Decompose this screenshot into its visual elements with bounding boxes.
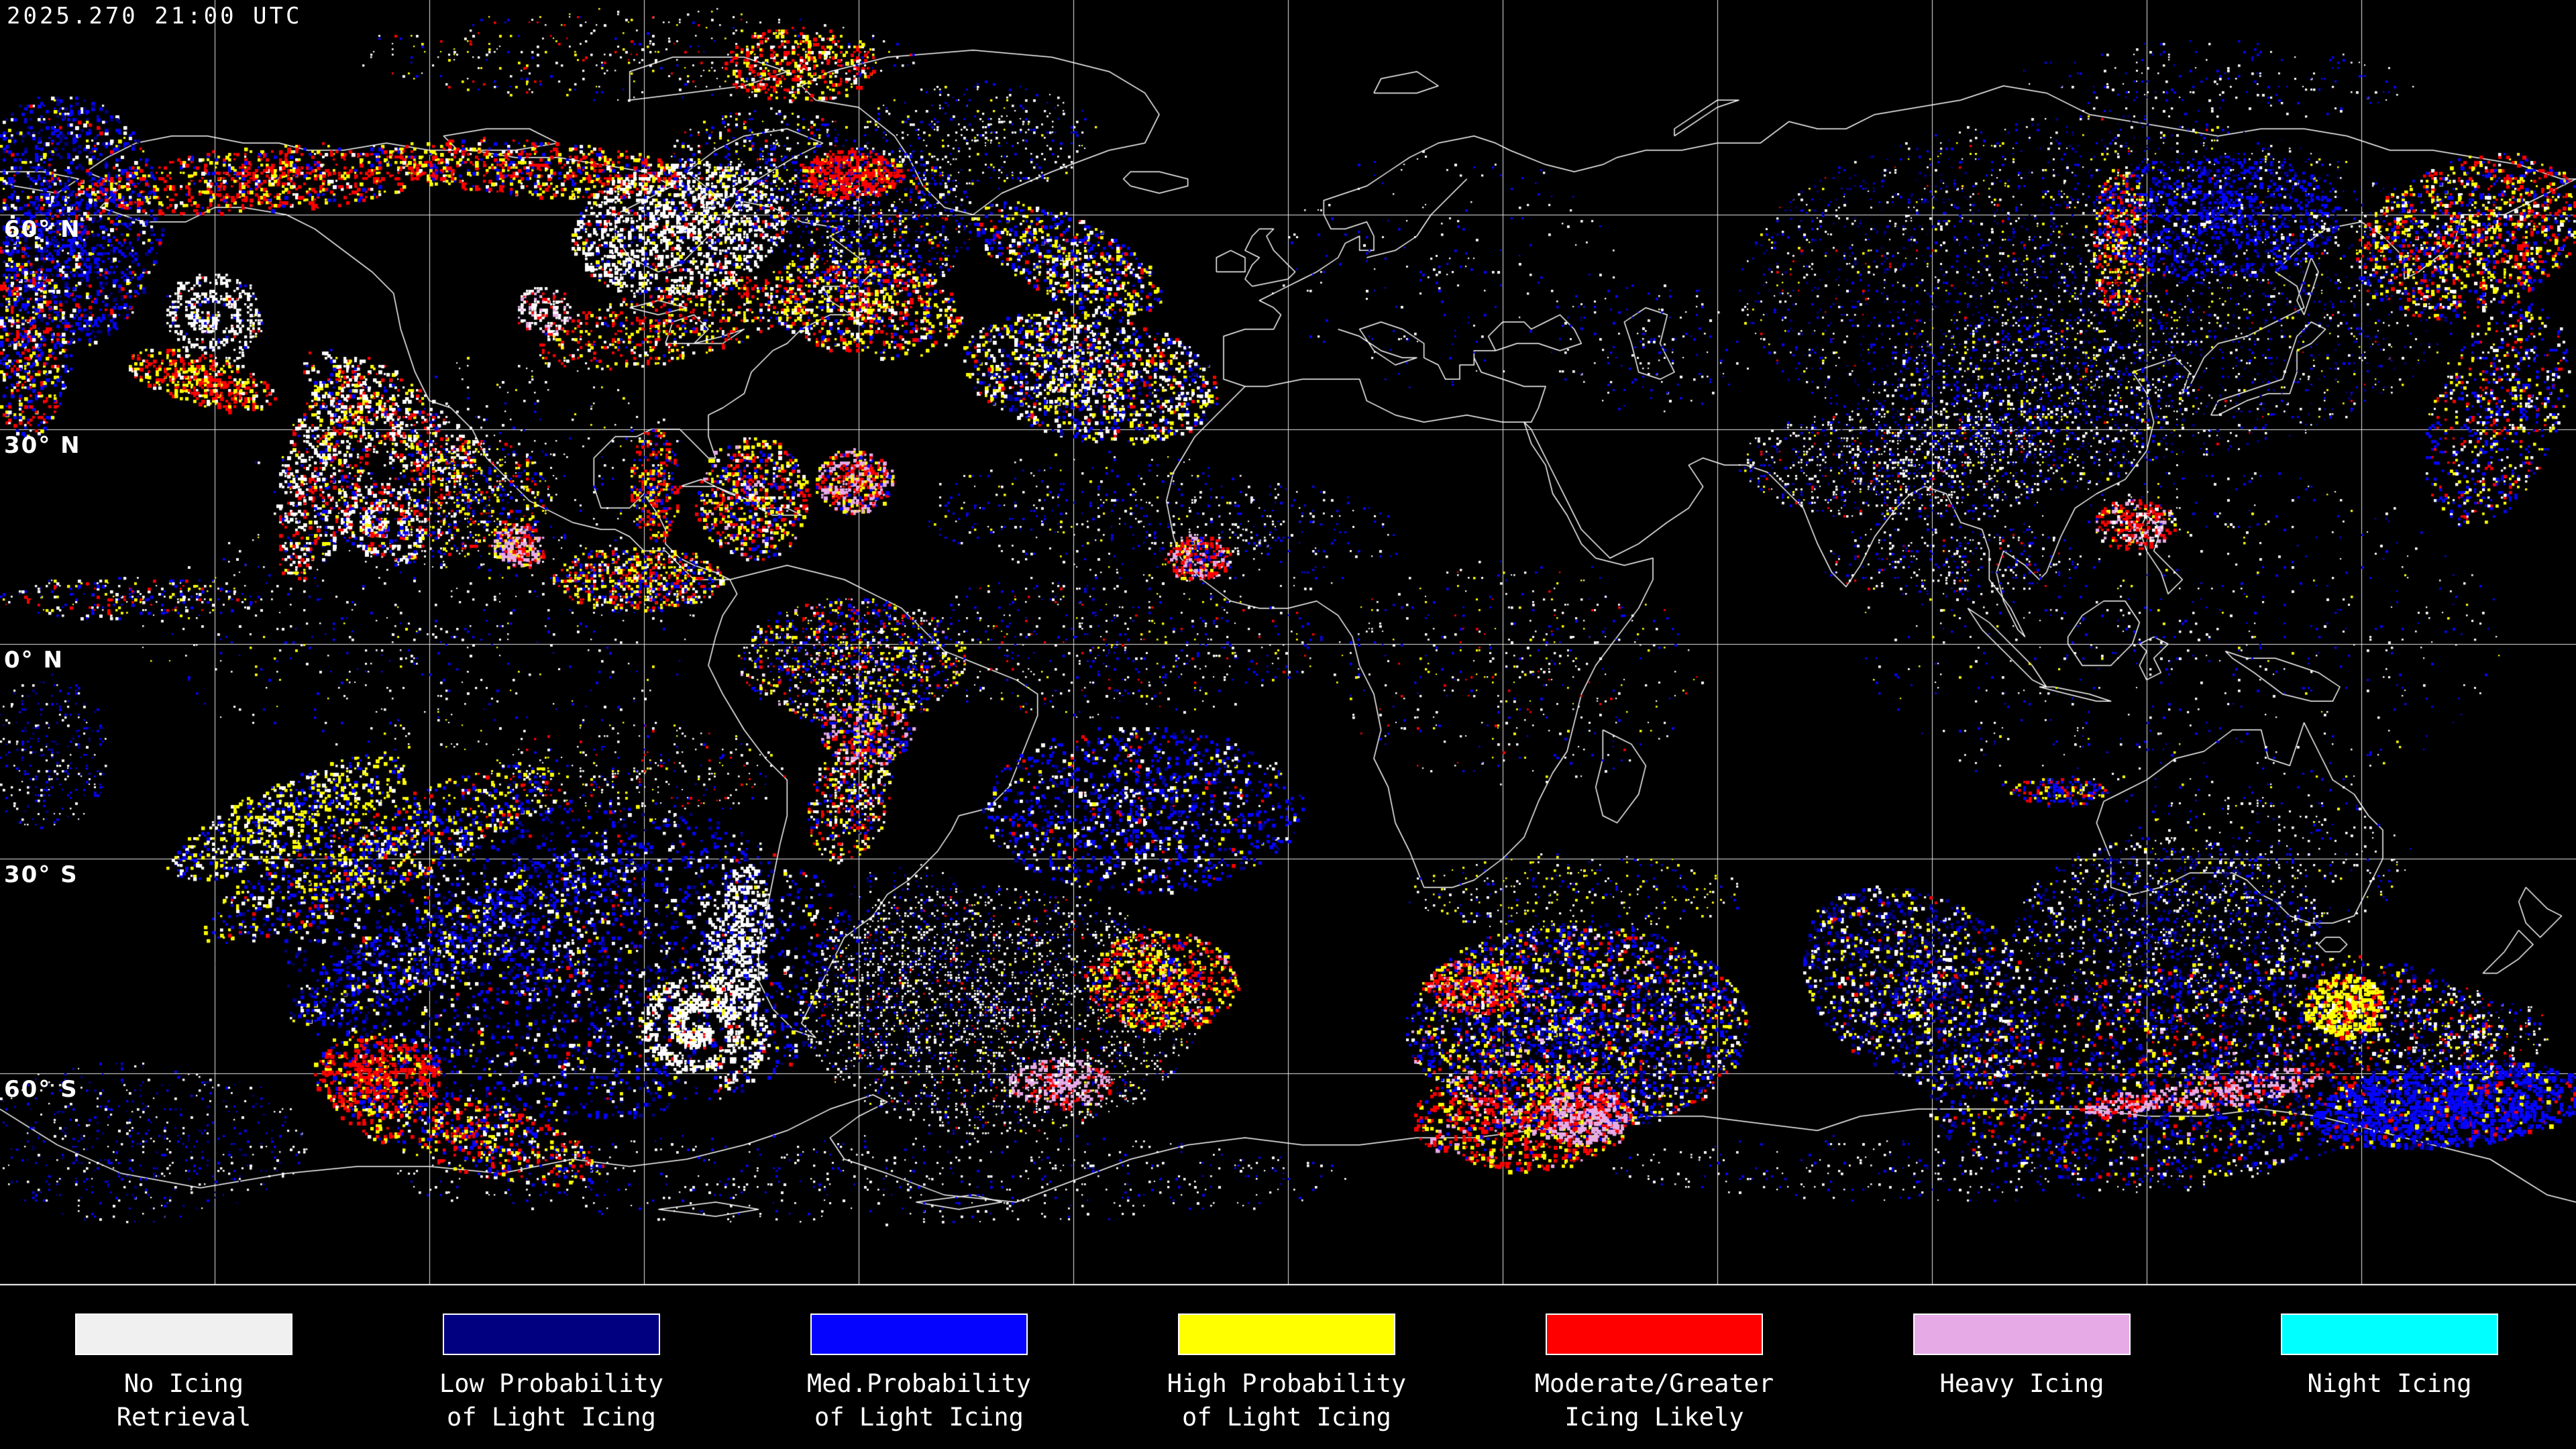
latitude-label: 60° N	[4, 216, 81, 243]
legend-label: Med.Probability of Light Icing	[807, 1367, 1031, 1434]
legend-label-line: Retrieval	[116, 1403, 252, 1432]
legend-item-heavy-icing: Heavy Icing	[1838, 1288, 2206, 1449]
legend-item-med-prob-light-icing: Med.Probability of Light Icing	[735, 1288, 1103, 1449]
legend-label: Night Icing	[2307, 1367, 2471, 1401]
legend-swatch-high-prob-light-icing	[1178, 1313, 1395, 1355]
legend-label-line: Icing Likely	[1564, 1403, 1744, 1432]
legend-label-line: Low Probability	[439, 1369, 664, 1398]
legend-swatch-low-prob-light-icing	[443, 1313, 660, 1355]
legend-label-line: High Probability	[1167, 1369, 1407, 1398]
legend-swatch-no-icing-retrieval	[75, 1313, 292, 1355]
world-map: 2025.270 21:00 UTC 60° N 30° N 0° N 30° S 60…	[0, 0, 2576, 1288]
legend-label-line: of Light Icing	[1182, 1403, 1391, 1432]
latitude-label: 30° N	[4, 432, 81, 459]
legend-label: Heavy Icing	[1939, 1367, 2104, 1401]
legend-label-line: Med.Probability	[806, 1369, 1032, 1398]
legend-label: High Probability of Light Icing	[1167, 1367, 1406, 1434]
legend-label-line: of Light Icing	[814, 1403, 1024, 1432]
legend-label: Low Probability of Light Icing	[439, 1367, 663, 1434]
latitude-label: 30° S	[4, 861, 78, 888]
legend-label-line: of Light Icing	[447, 1403, 656, 1432]
legend-item-moderate-greater-icing: Moderate/Greater Icing Likely	[1470, 1288, 1838, 1449]
legend-label-line: Moderate/Greater	[1534, 1369, 1774, 1398]
latitude-label: 0° N	[4, 647, 64, 674]
legend-label-line: Heavy Icing	[1939, 1369, 2104, 1398]
legend-label: Moderate/Greater Icing Likely	[1535, 1367, 1774, 1434]
legend-item-night-icing: Night Icing	[2206, 1288, 2573, 1449]
legend-label-line: Night Icing	[2307, 1369, 2472, 1398]
legend-swatch-moderate-greater-icing	[1546, 1313, 1763, 1355]
timestamp: 2025.270 21:00 UTC	[7, 3, 303, 30]
legend-item-low-prob-light-icing: Low Probability of Light Icing	[368, 1288, 735, 1449]
legend: No Icing Retrieval Low Probability of Light…	[0, 1288, 2576, 1449]
legend-swatch-heavy-icing	[1913, 1313, 2131, 1355]
legend-label-line: No Icing	[123, 1369, 244, 1398]
legend-item-no-icing-retrieval: No Icing Retrieval	[0, 1288, 368, 1449]
latitude-label: 60° S	[4, 1076, 78, 1103]
legend-swatch-med-prob-light-icing	[810, 1313, 1028, 1355]
icing-map-canvas	[0, 0, 2576, 1288]
legend-item-high-prob-light-icing: High Probability of Light Icing	[1103, 1288, 1470, 1449]
legend-swatch-night-icing	[2281, 1313, 2498, 1355]
legend-label: No Icing Retrieval	[117, 1367, 251, 1434]
